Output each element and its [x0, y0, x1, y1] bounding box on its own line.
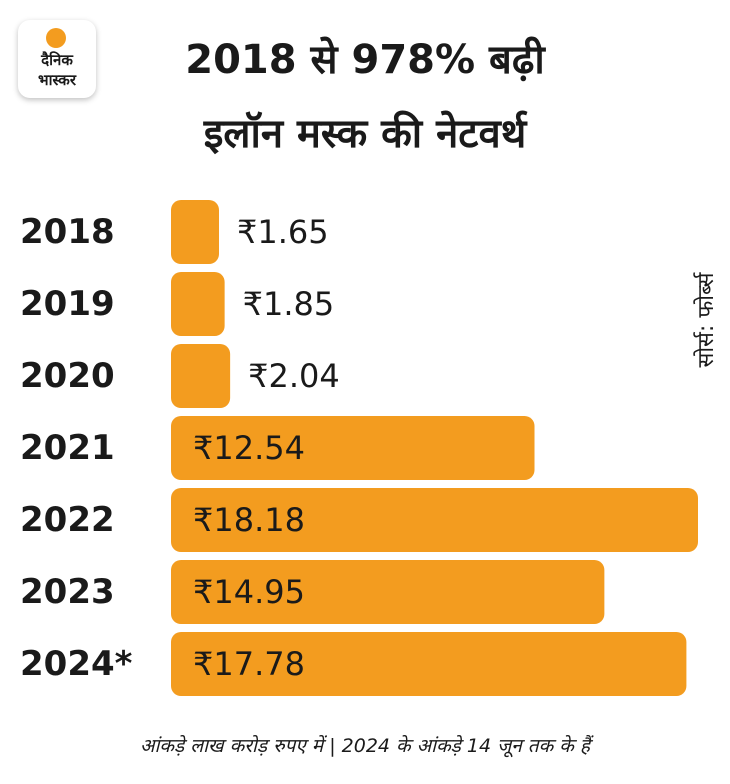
brand-logo: दैनिक भास्कर: [18, 20, 96, 98]
value-label: ₹17.78: [193, 645, 305, 683]
category-label: 2021: [20, 428, 115, 468]
value-label: ₹2.04: [248, 357, 340, 395]
category-label: 2023: [20, 572, 115, 612]
source-label: सोर्स: फोर्ब्स: [694, 272, 719, 368]
category-label: 2020: [20, 356, 115, 396]
chart-title-line2: इलॉन मस्क की नेटवर्थ: [203, 111, 527, 157]
value-label: ₹1.85: [243, 285, 335, 323]
category-label: 2018: [20, 212, 115, 252]
bar: [171, 416, 535, 480]
chart-title-line1: 2018 से 978% बढ़ी: [185, 37, 545, 83]
bar: [171, 632, 687, 696]
category-label: 2024*: [20, 644, 133, 684]
sun-icon: [46, 28, 66, 48]
bar: [171, 200, 219, 264]
value-label: ₹12.54: [193, 429, 305, 467]
logo-text-line2: भास्कर: [38, 71, 76, 89]
logo-text-line1: दैनिक: [41, 51, 73, 69]
value-label: ₹1.65: [237, 213, 329, 251]
bar: [171, 488, 698, 552]
value-label: ₹18.18: [193, 501, 305, 539]
footnote: आंकड़े लाख करोड़ रुपए में | 2024 के आंकड…: [140, 735, 590, 757]
category-label: 2019: [20, 284, 115, 324]
bar: [171, 560, 605, 624]
category-label: 2022: [20, 500, 115, 540]
value-label: ₹14.95: [193, 573, 305, 611]
bar: [171, 344, 231, 408]
bar: [171, 272, 225, 336]
